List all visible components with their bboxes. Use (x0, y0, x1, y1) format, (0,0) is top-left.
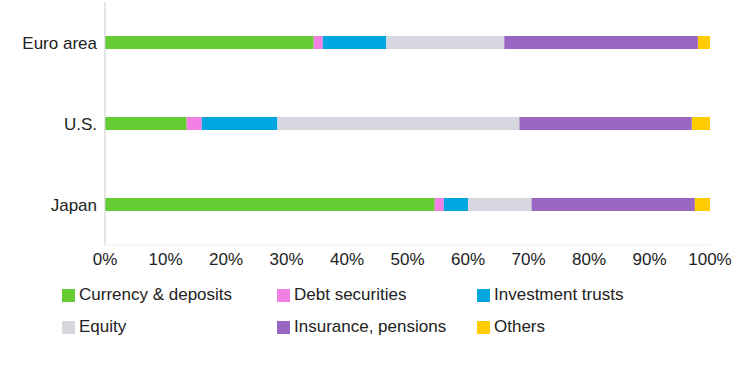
svg-text:0%: 0% (93, 250, 118, 269)
svg-text:70%: 70% (511, 250, 545, 269)
svg-text:60%: 60% (451, 250, 485, 269)
svg-text:80%: 80% (572, 250, 606, 269)
svg-text:10%: 10% (148, 250, 182, 269)
html-text:Others: Others (494, 317, 545, 336)
html-text:Insurance, pensions: Insurance, pensions (294, 317, 447, 336)
svg-text:90%: 90% (632, 250, 666, 269)
svg-text:100%: 100% (688, 250, 731, 269)
svg-text:40%: 40% (330, 250, 364, 269)
svg-text:U.S.: U.S. (64, 115, 97, 134)
svg-text:20%: 20% (209, 250, 243, 269)
html-text:Investment trusts: Investment trusts (494, 285, 624, 304)
html-text:Debt securities: Debt securities (294, 285, 407, 304)
svg-text:30%: 30% (269, 250, 303, 269)
html-text:Equity: Equity (79, 317, 127, 336)
svg-text:50%: 50% (390, 250, 424, 269)
svg-text:Euro area: Euro area (22, 34, 97, 53)
html-text:Currency & deposits: Currency & deposits (79, 285, 233, 304)
svg-text:Japan: Japan (51, 196, 97, 215)
